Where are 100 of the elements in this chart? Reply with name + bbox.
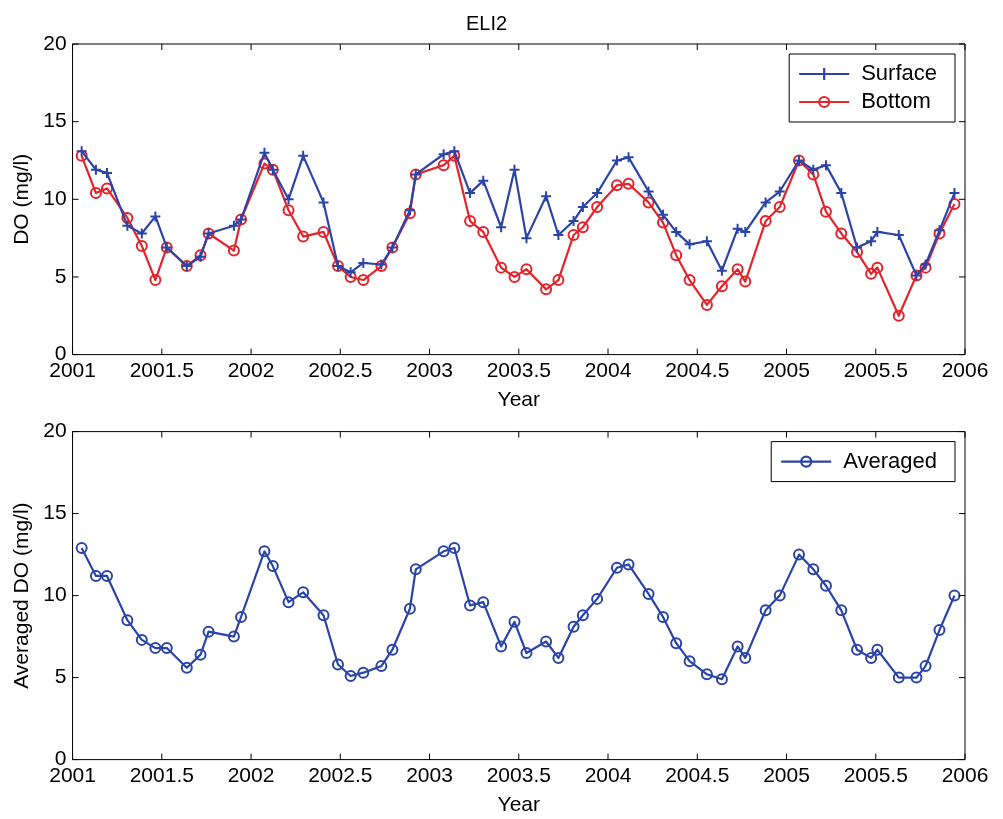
point	[437, 545, 450, 558]
point	[75, 542, 88, 555]
point	[331, 658, 344, 671]
point	[477, 225, 490, 238]
point	[759, 215, 772, 228]
point	[759, 604, 772, 617]
point	[657, 610, 669, 623]
point	[948, 197, 961, 210]
x-tick-label: 2002	[227, 358, 275, 381]
point	[266, 560, 279, 573]
legend-label: Surface	[861, 60, 938, 86]
point	[871, 261, 884, 274]
point	[700, 668, 713, 681]
point	[75, 145, 88, 158]
x-axis-title: Year	[497, 792, 540, 816]
point	[576, 221, 589, 234]
point	[731, 263, 744, 276]
point	[121, 211, 134, 224]
y-tick-label: 20	[43, 30, 67, 54]
y-tick-label: 15	[43, 108, 67, 132]
point	[552, 651, 565, 664]
point	[344, 266, 357, 279]
point	[610, 561, 623, 574]
point	[715, 673, 728, 686]
y-tick-label: 20	[43, 418, 67, 442]
x-tick-label: 2004.5	[665, 358, 730, 381]
point	[135, 239, 148, 252]
point	[642, 196, 655, 209]
point	[739, 275, 752, 288]
point	[793, 548, 806, 561]
point	[135, 227, 148, 240]
point	[865, 651, 878, 664]
point	[448, 149, 461, 162]
point	[622, 558, 635, 571]
x-tick-label: 2003.5	[486, 763, 551, 786]
point	[773, 589, 786, 602]
point	[448, 542, 461, 555]
point	[89, 187, 102, 200]
x-tick-label: 2001.5	[129, 763, 194, 786]
x-tick-label: 2004	[584, 763, 632, 786]
point	[437, 159, 450, 172]
x-tick-label: 2003	[406, 763, 453, 786]
point	[567, 620, 580, 633]
point	[258, 157, 271, 170]
point	[540, 635, 553, 648]
point	[871, 643, 884, 656]
point	[739, 651, 752, 664]
point	[520, 647, 533, 659]
point	[591, 201, 604, 214]
point	[948, 589, 961, 602]
point	[567, 229, 580, 242]
x-tick-label: 2003	[406, 358, 453, 381]
chart-title: ELI2	[465, 11, 508, 34]
x-tick-label: 2002	[227, 763, 275, 786]
point	[807, 563, 820, 576]
point	[149, 210, 162, 223]
point	[700, 298, 713, 311]
x-tick-label: 2006	[941, 358, 989, 381]
point	[759, 196, 772, 209]
x-axis-title: Year	[497, 387, 540, 411]
point	[622, 177, 635, 190]
point	[297, 230, 310, 243]
point	[202, 625, 215, 638]
point	[835, 227, 848, 240]
point	[121, 614, 134, 627]
point	[135, 633, 148, 646]
point	[464, 599, 477, 612]
point	[282, 596, 295, 609]
point	[683, 274, 696, 287]
point	[610, 179, 623, 192]
y-axis-title: Averaged DO (mg/l)	[9, 502, 33, 689]
point	[89, 569, 102, 582]
point	[642, 185, 655, 198]
y-tick-label: 10	[43, 582, 67, 606]
point	[731, 640, 744, 653]
point	[670, 637, 683, 650]
point	[508, 270, 521, 283]
point	[773, 201, 786, 214]
point	[160, 642, 173, 655]
point	[235, 610, 248, 623]
point	[258, 545, 271, 558]
point	[409, 563, 422, 576]
point	[357, 666, 370, 679]
x-tick-label: 2005	[763, 763, 810, 786]
point	[591, 592, 604, 605]
point	[403, 602, 416, 615]
point	[357, 274, 370, 287]
legend-label: Bottom	[861, 88, 931, 114]
point	[101, 569, 114, 582]
legend-label: Averaged	[843, 447, 937, 473]
point	[180, 661, 193, 674]
point	[227, 244, 240, 257]
x-tick-label: 2004	[584, 358, 632, 381]
y-tick-label: 5	[54, 664, 67, 688]
point	[851, 643, 864, 656]
point	[194, 648, 207, 661]
point	[910, 671, 923, 684]
point	[851, 246, 864, 259]
x-tick-label: 2001.5	[129, 358, 194, 381]
point	[642, 587, 655, 600]
